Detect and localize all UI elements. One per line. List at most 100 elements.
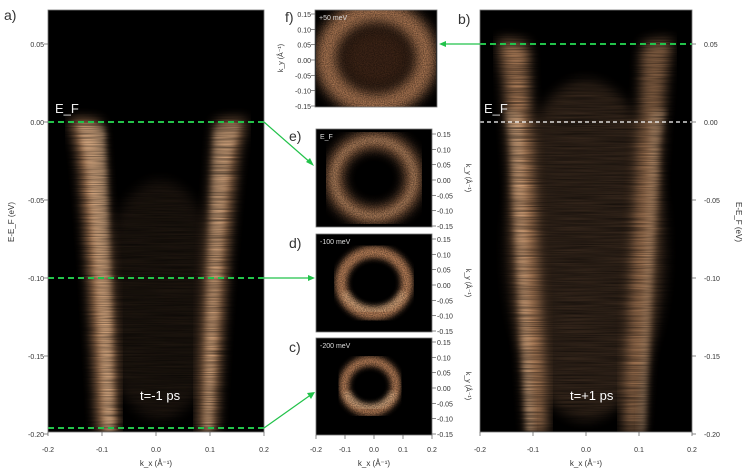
panel-f-ytick-label: -0.05: [295, 73, 311, 80]
panel-c-ylabel: k_y (Å⁻¹): [464, 372, 473, 400]
panel-c-ytick-label: 0.15: [437, 340, 451, 347]
panel-c-ytick-label: -0.10: [437, 417, 453, 424]
panel-d-ytick-label: 0.00: [437, 283, 451, 290]
panel-b-ytick-label: -0.10: [704, 276, 720, 283]
panel-d-ring: [316, 234, 432, 332]
panel-a-ylabel: E-E_F (eV): [7, 202, 16, 242]
panel-b-xtick-label: 0.2: [687, 447, 697, 454]
panel-c-energy: -200 meV: [320, 343, 351, 350]
panel-e-frame: [315, 128, 433, 228]
panel-e-ytick-label: -0.15: [437, 224, 453, 231]
panel-c-xtick-label: 0.1: [398, 447, 408, 454]
panel-b-band: [480, 10, 692, 432]
panel-d-frame: [315, 233, 433, 333]
panel-c: c) -200 meV k_y (Å⁻¹) 0.15 0.10 0.05 0.00 -0…: [289, 337, 473, 468]
panel-b: b) E_F t=+1 ps E-E_F (eV) 0.05 0.00 -0.05 -…: [458, 9, 743, 468]
panel-e-ytick-label: -0.05: [437, 193, 453, 200]
panel-e-energy: E_F: [320, 134, 333, 141]
panel-f-ytick-label: -0.15: [295, 104, 311, 111]
panel-a-ytick-label: 0.00: [30, 120, 44, 127]
panel-d-ytick-label: -0.10: [437, 314, 453, 321]
panel-c-letter: c): [289, 339, 301, 355]
panel-d-ytick-label: 0.15: [437, 237, 451, 244]
panel-e-ytick-label: 0.10: [437, 147, 451, 154]
panel-f-energy: +50 meV: [319, 15, 348, 22]
panel-a-xtick-label: 0.0: [151, 447, 161, 454]
panel-e: e) E_F k_y (Å⁻¹) 0.15 0.10 0.05 0.00 -0.05 -0…: [289, 128, 473, 231]
panel-f-yticks: 0.15 0.10 0.05 0.00 -0.05 -0.10 -0.15: [295, 12, 315, 111]
panel-b-ytick-label: -0.20: [704, 432, 720, 439]
panel-e-yticks: 0.15 0.10 0.05 0.00 -0.05 -0.10 -0.15: [432, 132, 453, 231]
panel-f: f) +50 meV k_y (Å⁻¹) 0.15 0.10 0.05 0.00 -0.…: [276, 9, 438, 111]
panel-c-yticks: 0.15 0.10 0.05 0.00 -0.05 -0.10 -0.15: [432, 340, 453, 439]
panel-a-ef-label: E_F: [55, 101, 79, 116]
arrow-200-to-c: [263, 393, 313, 429]
panel-b-time-label: t=+1 ps: [570, 388, 614, 403]
panel-d-ytick-label: 0.10: [437, 252, 451, 259]
panel-a-ytick-label: -0.10: [28, 276, 44, 283]
panel-b-ytick-label: 0.05: [704, 42, 718, 49]
panel-c-xtick-label: -0.1: [339, 447, 351, 454]
panel-f-ytick-label: 0.00: [297, 58, 311, 65]
panel-a-yticks: 0.05 0.00 -0.05 -0.10 -0.15 -0.20: [28, 42, 48, 439]
panel-b-ytick-label: -0.15: [704, 354, 720, 361]
panel-a-xtick-label: 0.2: [259, 447, 269, 454]
panel-f-ytick-label: 0.10: [297, 27, 311, 34]
panel-c-ytick-label: -0.05: [437, 401, 453, 408]
panel-c-ytick-label: 0.05: [437, 371, 451, 378]
panel-f-letter: f): [285, 9, 294, 25]
panel-a-ytick-label: -0.15: [28, 354, 44, 361]
panel-e-letter: e): [289, 128, 301, 144]
panel-d-letter: d): [289, 235, 301, 251]
panel-a-ytick-label: -0.20: [28, 432, 44, 439]
panel-d: d) -100 meV k_y (Å⁻¹) 0.15 0.10 0.05 0.00 -0…: [289, 233, 473, 336]
panel-a-ytick-label: -0.05: [28, 198, 44, 205]
panel-c-ytick-label: -0.15: [437, 432, 453, 439]
panel-e-ytick-label: -0.10: [437, 209, 453, 216]
panel-e-ytick-label: 0.00: [437, 178, 451, 185]
panel-d-ylabel: k_y (Å⁻¹): [464, 269, 473, 297]
panel-b-xtick-label: 0.0: [581, 447, 591, 454]
panel-c-xtick-label: 0.0: [369, 447, 379, 454]
panel-a-xlabel: k_x (Å⁻¹): [140, 459, 173, 468]
panel-b-xticks: -0.2 -0.1 0.0 0.1 0.2: [474, 432, 697, 454]
panel-a-xtick-label: -0.2: [42, 447, 54, 454]
panel-f-ytick-label: 0.15: [297, 12, 311, 19]
arrow-ef-to-e: [263, 121, 313, 165]
panel-b-xtick-label: -0.2: [474, 447, 486, 454]
panel-b-ef-label: E_F: [484, 101, 508, 116]
arrow-50-to-f-head: [439, 41, 446, 47]
panel-d-energy: -100 meV: [320, 239, 351, 246]
panel-e-ylabel: k_y (Å⁻¹): [464, 164, 473, 192]
panel-a-time-label: t=-1 ps: [140, 388, 181, 403]
panel-c-ytick-label: 0.10: [437, 355, 451, 362]
arrow-100-to-d-head: [308, 275, 315, 281]
panel-f-ytick-label: 0.05: [297, 43, 311, 50]
arrow-200-to-c-head: [307, 392, 315, 399]
panel-a-xtick-label: -0.1: [96, 447, 108, 454]
panel-c-xtick-label: 0.2: [427, 447, 437, 454]
panel-f-ytick-label: -0.10: [295, 89, 311, 96]
panel-b-ylabel: E-E_F (eV): [734, 202, 743, 242]
arrow-ef-to-e-head: [306, 158, 314, 166]
panel-f-ylabel: k_y (Å⁻¹): [276, 44, 285, 72]
panel-a-band: [48, 10, 264, 432]
panel-a-ytick-label: 0.05: [30, 42, 44, 49]
panel-b-xtick-label: -0.1: [527, 447, 539, 454]
panel-f-ring: [315, 10, 437, 107]
panel-c-xlabel: k_x (Å⁻¹): [358, 459, 391, 468]
connector-arrows: [263, 41, 480, 429]
panel-e-ytick-label: 0.15: [437, 132, 451, 139]
panel-f-frame: [314, 9, 438, 108]
panel-b-ytick-label: 0.00: [704, 120, 718, 127]
panel-b-xtick-label: 0.1: [634, 447, 644, 454]
panel-d-ytick-label: 0.05: [437, 268, 451, 275]
panel-b-letter: b): [458, 11, 470, 27]
panel-e-ytick-label: 0.05: [437, 163, 451, 170]
panel-d-yticks: 0.15 0.10 0.05 0.00 -0.05 -0.10 -0.15: [432, 237, 453, 336]
panel-c-xticks: -0.2 -0.1 0.0 0.1 0.2: [310, 435, 437, 454]
panel-a-xtick-label: 0.1: [205, 447, 215, 454]
panel-b-ytick-label: -0.05: [704, 198, 720, 205]
panel-c-ytick-label: 0.00: [437, 386, 451, 393]
